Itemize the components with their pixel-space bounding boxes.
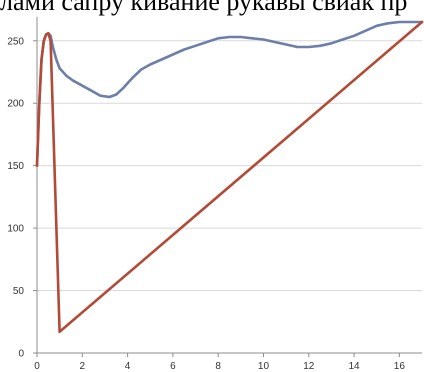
y-tick-label: 150	[7, 161, 24, 172]
x-tick-label: 0	[34, 361, 40, 372]
cropped-header-text: лами сапру кивание рукавы свиак пр	[0, 0, 408, 16]
x-tick-label: 16	[394, 361, 406, 372]
gridlines	[37, 40, 422, 292]
x-tick-label: 6	[170, 361, 176, 372]
y-tick-label: 100	[7, 224, 24, 235]
axes	[33, 16, 422, 357]
x-tick-label: 4	[125, 361, 131, 372]
series-lines	[35, 20, 424, 334]
y-tick-label: 250	[7, 36, 24, 47]
x-tick-label: 10	[258, 361, 270, 372]
x-tick-label: 8	[215, 361, 221, 372]
series-line-2	[35, 20, 424, 334]
y-tick-label: 50	[13, 286, 25, 297]
x-tick-label: 2	[80, 361, 86, 372]
y-tick-label: 200	[7, 99, 24, 110]
y-tick-label: 0	[18, 349, 24, 360]
x-tick-label: 14	[348, 361, 360, 372]
x-tick-label: 12	[303, 361, 315, 372]
series-line-1	[35, 20, 424, 167]
tick-labels: 0 50 100 150 200 250 0 2 4 6 8 10 12 14 16	[7, 36, 405, 372]
